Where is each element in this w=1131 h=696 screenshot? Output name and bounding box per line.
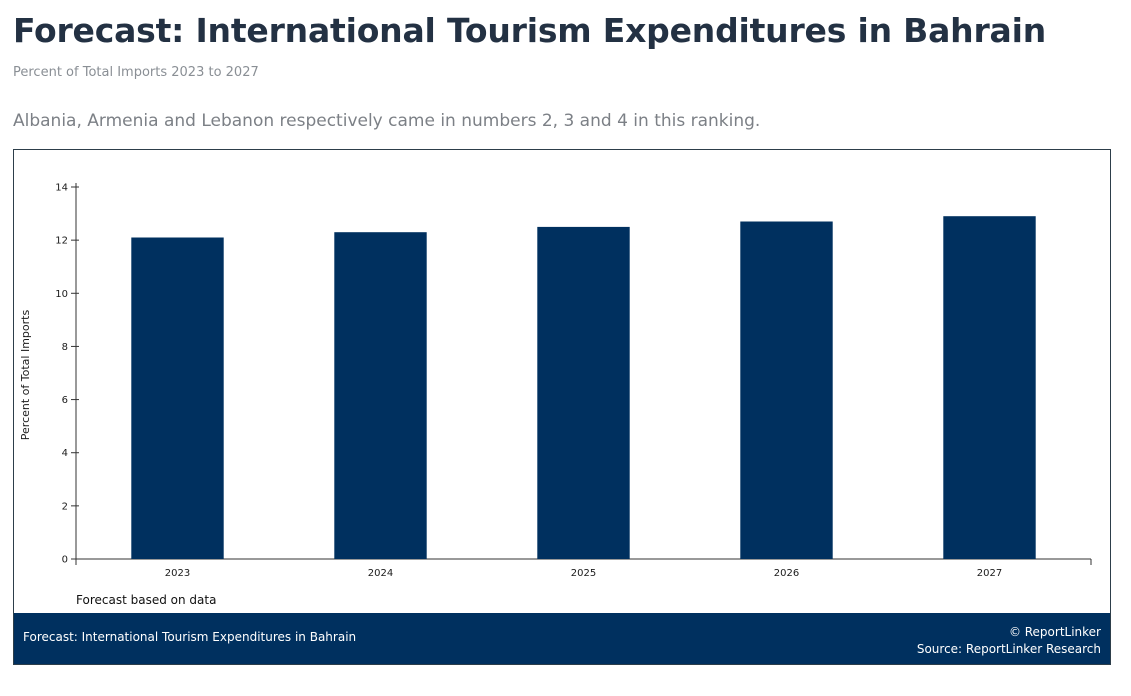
- bar-2026: [740, 221, 833, 559]
- bar-series: [131, 216, 1036, 559]
- copyright-text: © ReportLinker: [1008, 625, 1101, 639]
- y-axis: 0 2 4 6 8 10 12 14: [55, 183, 79, 566]
- bar-chart: 0 2 4 6 8 10 12 14 2023 2024 2025 2026 2027 Percent…: [19, 183, 1092, 607]
- chart-note: Forecast based on data: [76, 593, 216, 607]
- y-tick-label: 2: [62, 501, 68, 512]
- page-subtitle: Percent of Total Imports 2023 to 2027: [13, 65, 259, 80]
- x-axis: 2023 2024 2025 2026 2027: [75, 558, 1092, 579]
- bar-2024: [334, 232, 427, 559]
- y-axis-title: Percent of Total Imports: [19, 310, 32, 441]
- x-tick-label: 2026: [774, 568, 799, 579]
- x-tick-label: 2027: [977, 568, 1002, 579]
- y-tick-label: 4: [62, 448, 68, 459]
- chart-container: 0 2 4 6 8 10 12 14 2023 2024 2025 2026 2027 Percent…: [13, 149, 1111, 665]
- y-tick-label: 10: [55, 289, 68, 300]
- chart-footer: Forecast: International Tourism Expendit…: [14, 613, 1110, 664]
- y-tick-label: 14: [55, 183, 68, 194]
- footer-chart-title: Forecast: International Tourism Expendit…: [23, 630, 357, 644]
- x-tick-label: 2025: [571, 568, 596, 579]
- y-tick-label: 12: [55, 236, 68, 247]
- bar-2023: [131, 237, 224, 559]
- bar-2027: [943, 216, 1036, 559]
- y-tick-label: 0: [62, 555, 68, 566]
- footer-credits: © ReportLinker Source: ReportLinker Rese…: [917, 624, 1101, 658]
- bar-2025: [537, 226, 630, 559]
- y-tick-label: 6: [62, 395, 68, 406]
- x-tick-label: 2024: [368, 568, 393, 579]
- page-summary: Albania, Armenia and Lebanon respectivel…: [13, 111, 761, 131]
- page-title: Forecast: International Tourism Expendit…: [13, 11, 1047, 50]
- y-tick-label: 8: [62, 342, 68, 353]
- x-tick-label: 2023: [165, 568, 190, 579]
- source-text: Source: ReportLinker Research: [916, 642, 1101, 656]
